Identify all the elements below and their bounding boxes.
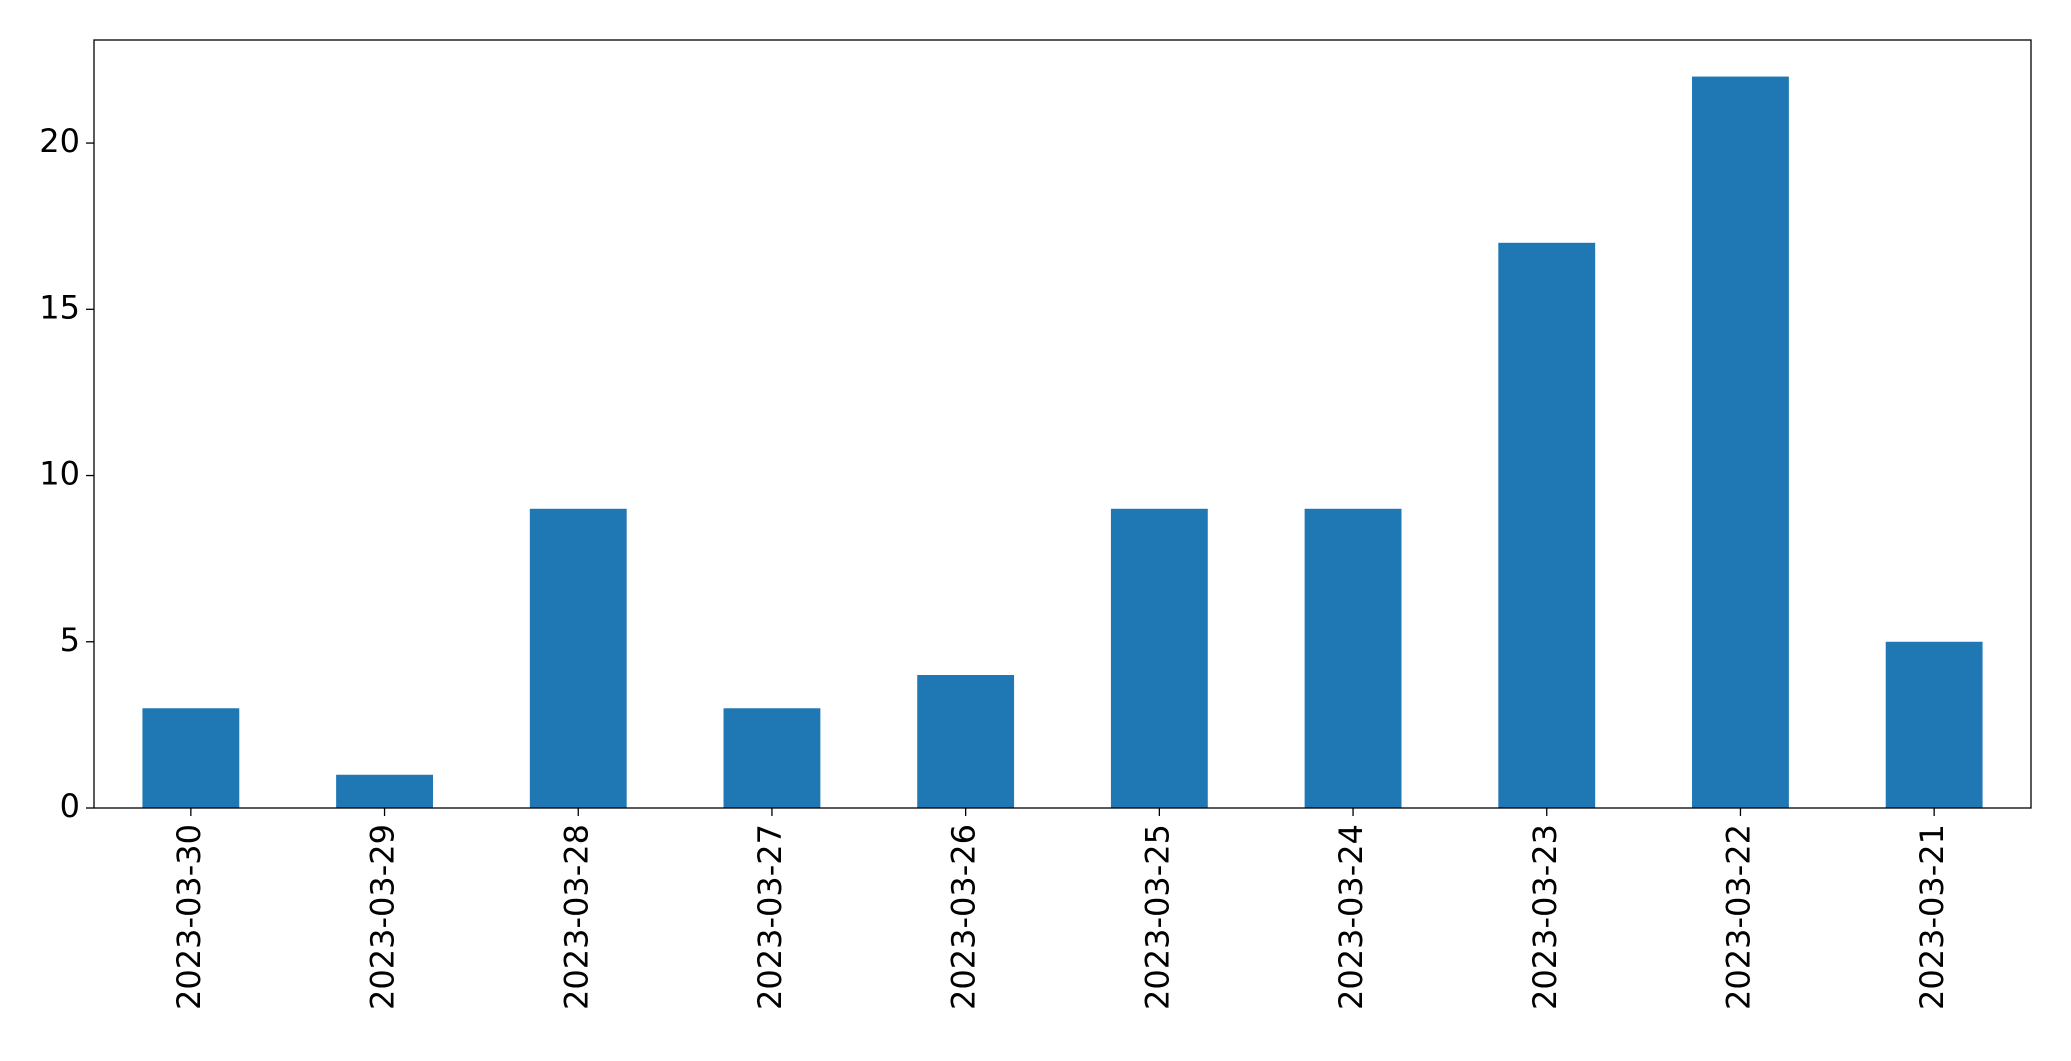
- y-tick-label: 15: [39, 288, 80, 326]
- x-tick-label: 2023-03-30: [170, 824, 208, 1010]
- x-tick-label: 2023-03-24: [1332, 824, 1370, 1010]
- x-tick-label: 2023-03-25: [1138, 824, 1176, 1010]
- bar: [142, 708, 240, 808]
- bar: [917, 675, 1015, 808]
- x-tick-label: 2023-03-26: [945, 824, 983, 1010]
- bar: [1304, 508, 1402, 808]
- x-tick-label: 2023-03-28: [557, 824, 595, 1010]
- y-tick-label: 5: [60, 621, 80, 659]
- bar: [529, 508, 627, 808]
- y-tick-label: 10: [39, 455, 80, 493]
- y-tick-label: 20: [39, 122, 80, 160]
- bar: [723, 708, 821, 808]
- plot-frame: [93, 39, 2032, 809]
- x-tick-label: 2023-03-27: [751, 824, 789, 1010]
- bar: [336, 774, 433, 808]
- y-tick-label: 0: [60, 787, 80, 825]
- x-tick-label: 2023-03-23: [1526, 824, 1564, 1010]
- bar: [1885, 641, 1983, 808]
- bar: [1692, 76, 1789, 809]
- x-tick-label: 2023-03-21: [1913, 824, 1951, 1010]
- x-tick-label: 2023-03-29: [364, 824, 402, 1010]
- x-tick-label: 2023-03-22: [1719, 824, 1757, 1010]
- bar: [1498, 242, 1596, 809]
- bar: [1110, 508, 1208, 808]
